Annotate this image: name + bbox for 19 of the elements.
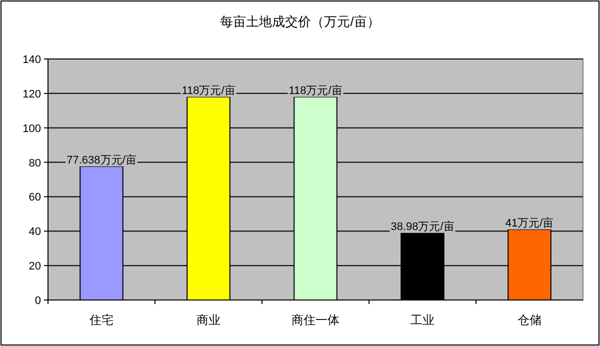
value-label: 118万元/亩	[288, 84, 342, 97]
ytick: 100	[22, 122, 41, 135]
value-label: 41万元/亩	[505, 217, 554, 230]
ytick: 60	[28, 192, 41, 204]
xtick: 商业	[196, 313, 220, 327]
xtick: 住宅	[90, 313, 114, 327]
ytick: 40	[28, 226, 41, 238]
xtick: 工业	[410, 313, 434, 327]
ytick: 140	[22, 54, 41, 66]
ytick: 0	[34, 295, 41, 307]
value-label: 118万元/亩	[182, 84, 236, 97]
ytick: 20	[28, 260, 41, 273]
xtick: 仓储	[518, 313, 542, 327]
ytick: 120	[22, 88, 41, 100]
value-label: 38.98万元/亩	[390, 220, 454, 233]
ytick: 80	[28, 157, 41, 170]
value-label: 77.638万元/亩	[66, 154, 136, 166]
title: 每亩土地成交价（万元/亩）	[220, 14, 380, 29]
xtick: 商住一体	[292, 313, 340, 327]
